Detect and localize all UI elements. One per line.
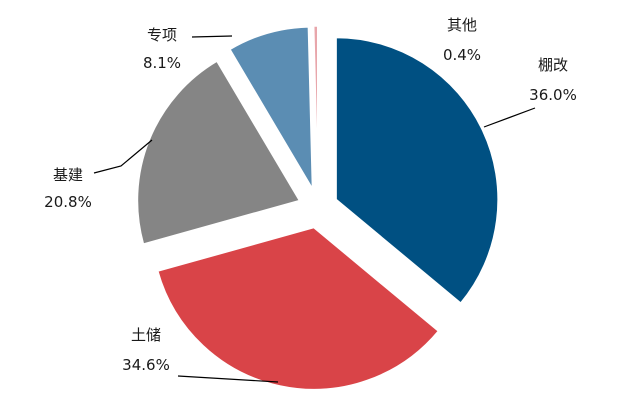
leader-lines [93,35,536,383]
leader-line-zhuanxiang [191,35,233,38]
pie-slice-qita [312,25,319,189]
label-pengai-value: 36.0% [529,86,577,104]
pie-slice-zhuanxiang [228,26,314,192]
label-tuchu-value: 34.6% [122,356,170,374]
label-qita-value: 0.4% [443,46,481,64]
label-zhuanxiang-name: 专项 [147,26,177,44]
label-tuchu-name: 土储 [131,326,161,344]
pie-slice-pengai [335,36,499,305]
label-qita-name: 其他 [447,16,477,34]
label-jijian-value: 20.8% [44,193,92,211]
pie-slice-tuchu [156,226,440,391]
label-zhuanxiang-value: 8.1% [143,54,181,72]
leader-line-pengai [483,107,536,128]
pie-slices [136,25,499,391]
label-pengai-name: 棚改 [538,56,568,74]
leader-line-jijian [93,139,153,174]
leader-line-tuchu [177,375,279,383]
label-jijian-name: 基建 [53,166,83,184]
pie-slice-jijian [136,60,301,245]
